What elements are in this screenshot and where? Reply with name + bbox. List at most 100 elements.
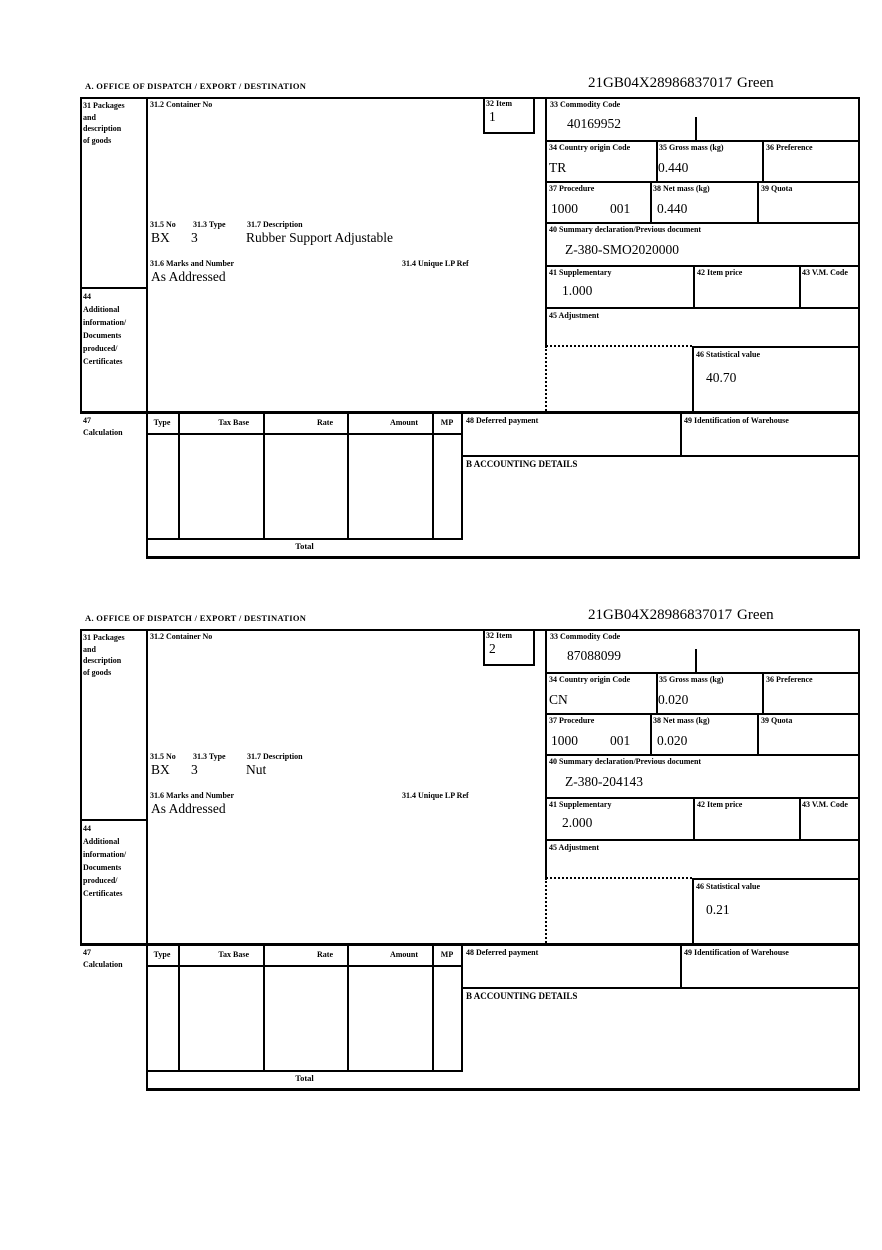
box44-label: 44 Additional information/Documents produ… bbox=[83, 292, 127, 366]
box47-label: 47 Calculation bbox=[83, 948, 123, 969]
grid-line bbox=[762, 140, 764, 181]
commodity-code-label: 33 Commodity Code bbox=[550, 100, 621, 109]
preference-label: 36 Preference bbox=[766, 675, 813, 684]
grid-line bbox=[80, 629, 860, 631]
declaration-copy-2: A. OFFICE OF DISPATCH / EXPORT / DESTINA… bbox=[0, 607, 882, 1110]
item-number-label: 32 Item bbox=[486, 631, 512, 640]
deferred-payment-label: 48 Deferred payment bbox=[466, 416, 539, 425]
grid-line bbox=[546, 140, 860, 142]
preference-label: 36 Preference bbox=[766, 143, 813, 152]
marks-value: As Addressed bbox=[151, 801, 226, 816]
package-no-label: 31.5 No bbox=[150, 220, 176, 229]
accounting-details-label: B ACCOUNTING DETAILS bbox=[466, 459, 578, 469]
gross-mass-value: 0.020 bbox=[658, 692, 689, 707]
previous-document-value: Z-380-204143 bbox=[565, 774, 643, 789]
grid-line bbox=[263, 414, 265, 538]
grid-line bbox=[693, 265, 695, 307]
grid-line bbox=[80, 629, 82, 943]
grid-line bbox=[692, 346, 694, 411]
calc-header-amount: Amount bbox=[389, 950, 418, 959]
statistical-value: 40.70 bbox=[706, 370, 737, 385]
package-type-label: 31.3 Type bbox=[193, 752, 226, 761]
grid-line bbox=[146, 1088, 860, 1091]
statistical-value-label: 46 Statistical value bbox=[696, 350, 760, 359]
marks-label: 31.6 Marks and Number bbox=[150, 791, 235, 800]
grid-line bbox=[483, 132, 535, 134]
grid-line bbox=[546, 181, 860, 183]
container-no-label: 31.2 Container No bbox=[150, 632, 213, 641]
box31-label: 31 Packages and description of goods bbox=[83, 633, 125, 677]
calc-header-rate: Rate bbox=[317, 418, 333, 427]
package-type-value: 3 bbox=[191, 762, 198, 777]
grid-line bbox=[546, 672, 860, 674]
routing-status: Green bbox=[737, 75, 774, 91]
dotted-divider bbox=[546, 345, 692, 347]
grid-line bbox=[757, 713, 759, 754]
package-no-value: BX bbox=[151, 762, 170, 777]
grid-line bbox=[545, 629, 547, 878]
procedure-label: 37 Procedure bbox=[549, 716, 595, 725]
marks-value: As Addressed bbox=[151, 269, 226, 284]
calc-header-mp: MP bbox=[440, 418, 454, 427]
supplementary-label: 41 Supplementary bbox=[549, 800, 612, 809]
item-number-label: 32 Item bbox=[486, 99, 512, 108]
grid-line bbox=[347, 414, 349, 538]
grid-line bbox=[483, 629, 485, 666]
grid-line bbox=[462, 455, 860, 457]
grid-line bbox=[693, 797, 695, 839]
grid-line bbox=[680, 946, 682, 987]
country-origin-value: CN bbox=[549, 692, 568, 707]
net-mass-label: 38 Net mass (kg) bbox=[653, 716, 710, 725]
grid-line bbox=[146, 433, 463, 435]
grid-line bbox=[432, 946, 434, 1070]
grid-line bbox=[533, 629, 535, 666]
quota-label: 39 Quota bbox=[761, 716, 793, 725]
adjustment-label: 45 Adjustment bbox=[549, 311, 600, 320]
description-value: Nut bbox=[246, 762, 267, 777]
previous-document-label: 40 Summary declaration/Previous document bbox=[549, 757, 702, 766]
commodity-code-separator bbox=[695, 649, 697, 672]
grid-line bbox=[347, 946, 349, 1070]
grid-line bbox=[80, 943, 860, 946]
commodity-code-label: 33 Commodity Code bbox=[550, 632, 621, 641]
previous-document-label: 40 Summary declaration/Previous document bbox=[549, 225, 702, 234]
grid-line bbox=[146, 556, 860, 559]
grid-line bbox=[762, 672, 764, 713]
country-origin-value: TR bbox=[549, 160, 567, 175]
commodity-code-separator bbox=[695, 117, 697, 140]
grid-line bbox=[680, 414, 682, 455]
adjustment-label: 45 Adjustment bbox=[549, 843, 600, 852]
unique-lp-ref-label: 31.4 Unique LP Ref bbox=[402, 259, 469, 268]
grid-line bbox=[80, 97, 860, 99]
accounting-details-label: B ACCOUNTING DETAILS bbox=[466, 991, 578, 1001]
grid-line bbox=[461, 414, 463, 538]
grid-line bbox=[692, 878, 860, 880]
grid-line bbox=[146, 538, 463, 540]
grid-line bbox=[483, 664, 535, 666]
grid-line bbox=[546, 222, 860, 224]
total-label: Total bbox=[295, 1073, 314, 1083]
statistical-value: 0.21 bbox=[706, 902, 730, 917]
description-label: 31.7 Description bbox=[247, 752, 303, 761]
grid-line bbox=[692, 346, 860, 348]
procedure-value: 1000 bbox=[551, 733, 578, 748]
grid-line bbox=[80, 411, 860, 414]
grid-line bbox=[80, 819, 148, 821]
vm-code-label: 43 V.M. Code bbox=[802, 800, 848, 809]
vm-code-label: 43 V.M. Code bbox=[802, 268, 848, 277]
grid-line bbox=[146, 97, 148, 558]
statistical-value-label: 46 Statistical value bbox=[696, 882, 760, 891]
calc-header-tax-base: Tax Base bbox=[218, 950, 249, 959]
grid-line bbox=[656, 140, 658, 181]
grid-line bbox=[650, 713, 652, 754]
calc-header-tax-base: Tax Base bbox=[218, 418, 249, 427]
previous-document-value: Z-380-SMO2020000 bbox=[565, 242, 679, 257]
grid-line bbox=[545, 97, 547, 346]
supplementary-value: 2.000 bbox=[562, 815, 593, 830]
net-mass-value: 0.440 bbox=[657, 201, 688, 216]
package-type-value: 3 bbox=[191, 230, 198, 245]
gross-mass-value: 0.440 bbox=[658, 160, 689, 175]
mrn-value: 21GB04X28986837017 bbox=[588, 607, 733, 623]
unique-lp-ref-label: 31.4 Unique LP Ref bbox=[402, 791, 469, 800]
